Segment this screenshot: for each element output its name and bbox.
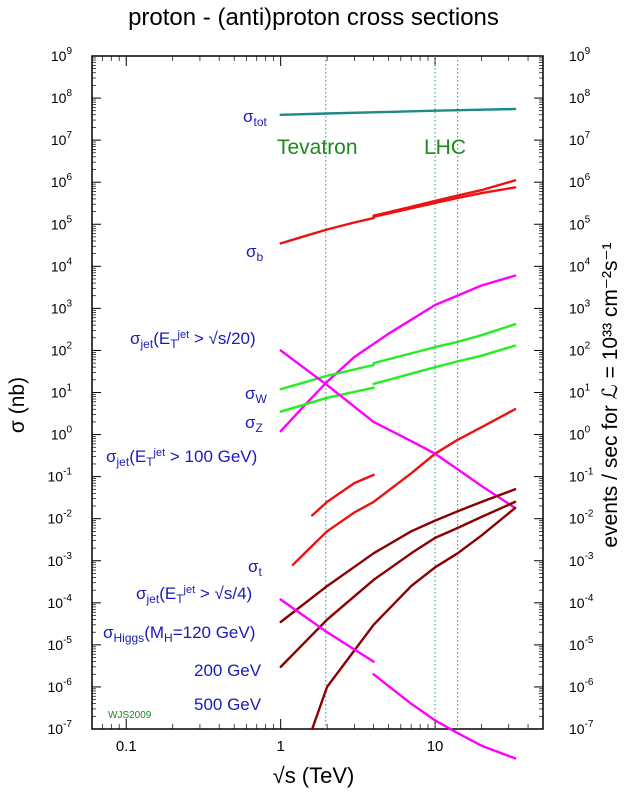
- y-tick-label-right: 100: [569, 425, 591, 443]
- y-tick-label-right: 107: [569, 130, 591, 148]
- series-line: [279, 274, 517, 433]
- y-tick-label-left: 105: [51, 214, 73, 232]
- series-line: [311, 506, 517, 731]
- credit-label: WJS2009: [108, 710, 152, 721]
- label-sigma-z: σZ: [245, 413, 263, 435]
- series-line: [279, 386, 375, 413]
- lhc-label: LHC: [424, 136, 467, 159]
- series-line: [372, 344, 517, 386]
- series-line: [279, 107, 517, 116]
- y-tick-label-left: 107: [51, 130, 73, 148]
- y-tick-label-right: 10-3: [569, 551, 594, 569]
- series-line: [372, 673, 517, 760]
- x-axis-label: √s (TeV): [272, 763, 355, 788]
- series-line: [372, 323, 517, 365]
- y-tick-label-right: 108: [569, 88, 591, 106]
- y-tick-label-left: 109: [51, 46, 73, 64]
- y-tick-label-right: 10-7: [569, 719, 594, 737]
- series-line: [291, 500, 375, 566]
- y-tick-label-left: 104: [51, 256, 73, 274]
- y-tick-label-right: 10-6: [569, 677, 594, 695]
- series-line: [279, 216, 375, 245]
- y-tick-label-right: 10-5: [569, 635, 594, 653]
- y-tick-label-right: 109: [569, 46, 591, 64]
- label-sigma-jet-s4: σjet(ETjet > √s/4): [136, 584, 253, 606]
- label-sigma-w: σW: [245, 384, 267, 406]
- y-tick-label-right: 103: [569, 298, 591, 316]
- y-tick-label-left: 10-4: [48, 593, 73, 611]
- y-tick-label-left: 101: [51, 383, 73, 401]
- y-tick-label-left: 10-6: [48, 677, 73, 695]
- y-tick-label-left: 106: [51, 172, 73, 190]
- y-tick-label-left: 103: [51, 298, 73, 316]
- series-line: [279, 349, 375, 424]
- y-tick-label-left: 100: [51, 425, 73, 443]
- y-tick-label-left: 102: [51, 340, 73, 358]
- label-higgs-500: 500 GeV: [194, 695, 262, 714]
- y-axis-label-right: events / sec for ℒ = 10³³ cm⁻²s⁻¹: [599, 242, 622, 548]
- series-line: [311, 473, 375, 517]
- label-sigma-tot: σtot: [243, 107, 267, 129]
- label-sigma-jet-s20: σjet(ETjet > √s/20): [130, 329, 256, 351]
- y-axis-label-left: σ (nb): [6, 376, 29, 434]
- y-tick-label-left: 10-5: [48, 635, 73, 653]
- y-tick-label-right: 105: [569, 214, 591, 232]
- series-line: [279, 598, 375, 663]
- label-sigma-t: σt: [248, 557, 262, 579]
- y-tick-label-left: 108: [51, 88, 73, 106]
- y-tick-label-right: 104: [569, 256, 591, 274]
- y-tick-label-left: 10-2: [48, 509, 73, 527]
- series-line: [372, 420, 517, 510]
- series-line: [279, 500, 517, 669]
- y-tick-label-right: 10-4: [569, 593, 594, 611]
- label-sigma-higgs: σHiggs(MH=120 GeV): [103, 623, 256, 645]
- y-tick-label-right: 101: [569, 383, 591, 401]
- chart-title: proton - (anti)proton cross sections: [128, 4, 499, 31]
- series-line: [372, 179, 517, 217]
- x-tick-label: 1: [276, 738, 284, 755]
- y-tick-label-left: 10-1: [48, 467, 73, 485]
- series-line: [279, 363, 375, 391]
- y-tick-label-right: 106: [569, 172, 591, 190]
- x-tick-label: 0.1: [116, 738, 137, 755]
- x-tick-label: 10: [427, 738, 444, 755]
- series-line: [372, 408, 517, 504]
- y-tick-label-left: 10-3: [48, 551, 73, 569]
- y-tick-label-right: 10-1: [569, 467, 594, 485]
- tevatron-label: Tevatron: [277, 136, 358, 159]
- y-tick-label-right: 102: [569, 340, 591, 358]
- y-tick-label-right: 10-2: [569, 509, 594, 527]
- y-tick-label-left: 10-7: [48, 719, 73, 737]
- series-line: [279, 488, 517, 624]
- series-line: [372, 186, 517, 218]
- label-sigma-jet-100: σjet(ETjet > 100 GeV): [106, 447, 258, 469]
- label-higgs-200: 200 GeV: [194, 661, 262, 680]
- label-sigma-b: σb: [246, 242, 264, 264]
